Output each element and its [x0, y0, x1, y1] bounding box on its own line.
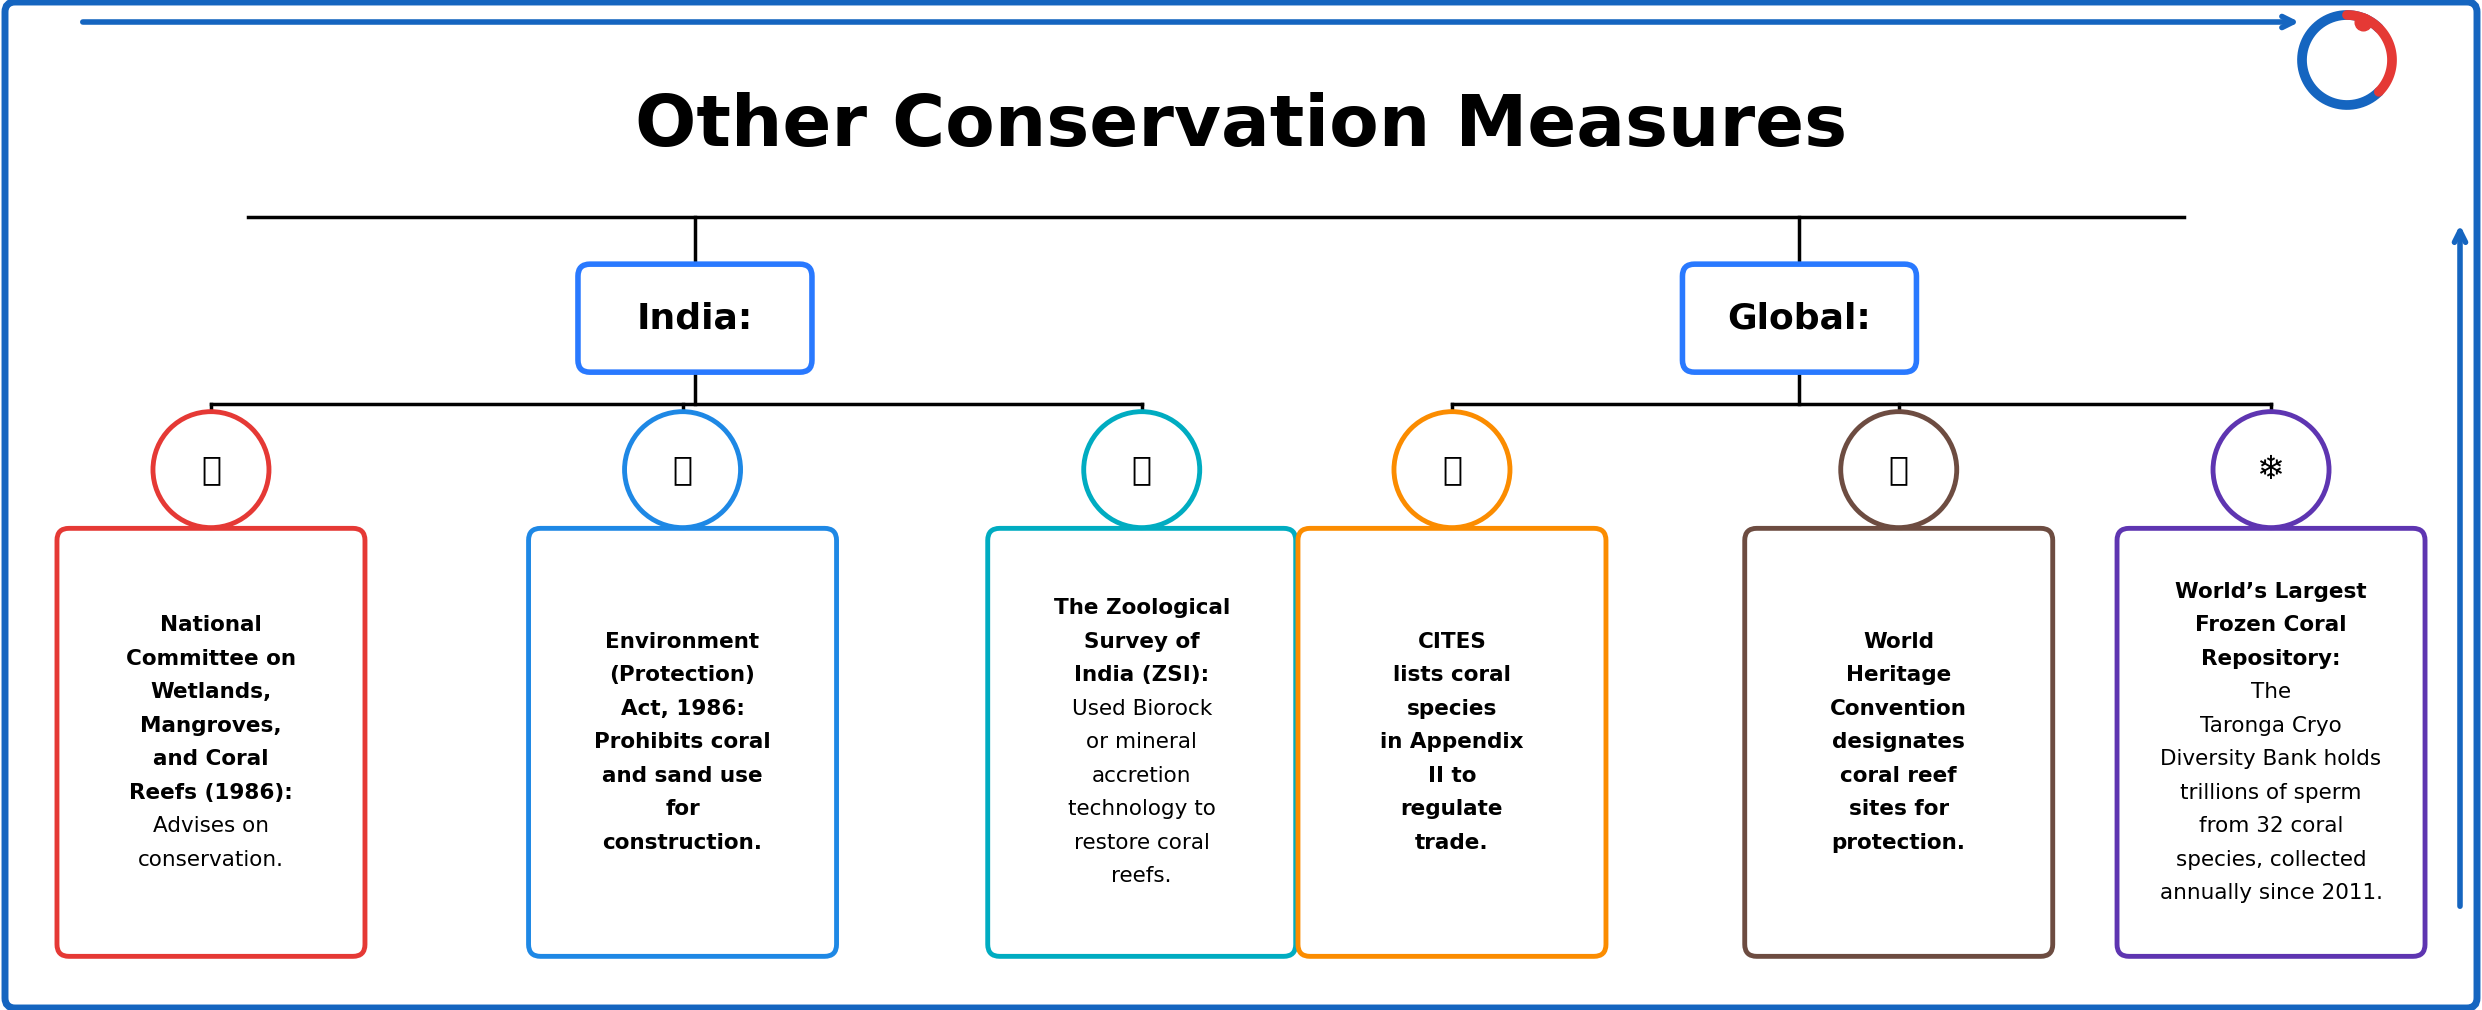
Text: Mangroves,: Mangroves, [139, 716, 283, 735]
Text: Repository:: Repository: [2202, 648, 2341, 669]
Text: The: The [2251, 682, 2291, 702]
Text: Global:: Global: [1727, 301, 1871, 335]
Text: 🦦: 🦦 [1132, 453, 1152, 486]
Text: annually since 2011.: annually since 2011. [2159, 883, 2383, 903]
Text: Diversity Bank holds: Diversity Bank holds [2159, 749, 2383, 769]
FancyBboxPatch shape [988, 528, 1296, 956]
FancyBboxPatch shape [1745, 528, 2053, 956]
Text: India:: India: [638, 301, 752, 335]
Text: Survey of: Survey of [1085, 632, 1199, 651]
Ellipse shape [1842, 412, 1956, 527]
Text: 🏗️: 🏗️ [1889, 453, 1909, 486]
Text: Taronga Cryo: Taronga Cryo [2199, 716, 2343, 735]
Text: 🌿: 🌿 [1442, 453, 1462, 486]
Ellipse shape [1085, 412, 1199, 527]
Text: trillions of sperm: trillions of sperm [2179, 783, 2363, 803]
Text: India (ZSI):: India (ZSI): [1075, 666, 1209, 686]
Ellipse shape [2214, 412, 2328, 527]
Text: technology to: technology to [1067, 799, 1216, 819]
Text: coral reef: coral reef [1842, 766, 1956, 786]
FancyBboxPatch shape [2117, 528, 2425, 956]
Text: in Appendix: in Appendix [1380, 732, 1524, 752]
Text: construction.: construction. [603, 833, 762, 852]
Text: Convention: Convention [1829, 699, 1968, 719]
Text: regulate: regulate [1400, 799, 1504, 819]
Text: and Coral: and Coral [154, 749, 268, 769]
Text: Frozen Coral: Frozen Coral [2194, 615, 2348, 635]
Text: and sand use: and sand use [603, 766, 762, 786]
Ellipse shape [1395, 412, 1509, 527]
Text: ❄️: ❄️ [2256, 453, 2286, 486]
FancyBboxPatch shape [529, 528, 836, 956]
Text: World: World [1864, 632, 1933, 651]
Text: 🪼: 🪼 [201, 453, 221, 486]
Text: accretion: accretion [1092, 766, 1191, 786]
Text: from 32 coral: from 32 coral [2199, 816, 2343, 836]
Text: World’s Largest: World’s Largest [2174, 582, 2368, 602]
Text: Used Biorock: Used Biorock [1072, 699, 1211, 719]
Text: or mineral: or mineral [1087, 732, 1196, 752]
Text: Heritage: Heritage [1847, 666, 1951, 686]
FancyBboxPatch shape [1298, 528, 1606, 956]
Text: The Zoological: The Zoological [1052, 598, 1231, 618]
Text: sites for: sites for [1849, 799, 1948, 819]
Text: Advises on: Advises on [154, 816, 268, 836]
Text: Act, 1986:: Act, 1986: [620, 699, 745, 719]
FancyBboxPatch shape [1683, 265, 1916, 372]
Text: 🌍: 🌍 [673, 453, 692, 486]
Text: Reefs (1986):: Reefs (1986): [129, 783, 293, 803]
Text: Prohibits coral: Prohibits coral [593, 732, 772, 752]
FancyBboxPatch shape [57, 528, 365, 956]
Text: (Protection): (Protection) [611, 666, 755, 686]
Text: Wetlands,: Wetlands, [151, 682, 271, 702]
Text: species: species [1407, 699, 1497, 719]
Text: Committee on: Committee on [127, 648, 295, 669]
FancyBboxPatch shape [5, 2, 2477, 1008]
Text: protection.: protection. [1832, 833, 1966, 852]
Text: species, collected: species, collected [2177, 849, 2365, 870]
Ellipse shape [154, 412, 268, 527]
Text: II to: II to [1427, 766, 1477, 786]
Text: designates: designates [1832, 732, 1966, 752]
Text: restore coral: restore coral [1075, 833, 1209, 852]
Text: National: National [161, 615, 261, 635]
Text: Environment: Environment [606, 632, 759, 651]
Text: for: for [665, 799, 700, 819]
Text: CITES: CITES [1417, 632, 1487, 651]
FancyBboxPatch shape [578, 265, 812, 372]
Text: reefs.: reefs. [1112, 867, 1172, 887]
Text: trade.: trade. [1415, 833, 1489, 852]
Text: conservation.: conservation. [139, 849, 283, 870]
Ellipse shape [625, 412, 740, 527]
Text: Other Conservation Measures: Other Conservation Measures [635, 92, 1847, 161]
Text: lists coral: lists coral [1392, 666, 1512, 686]
